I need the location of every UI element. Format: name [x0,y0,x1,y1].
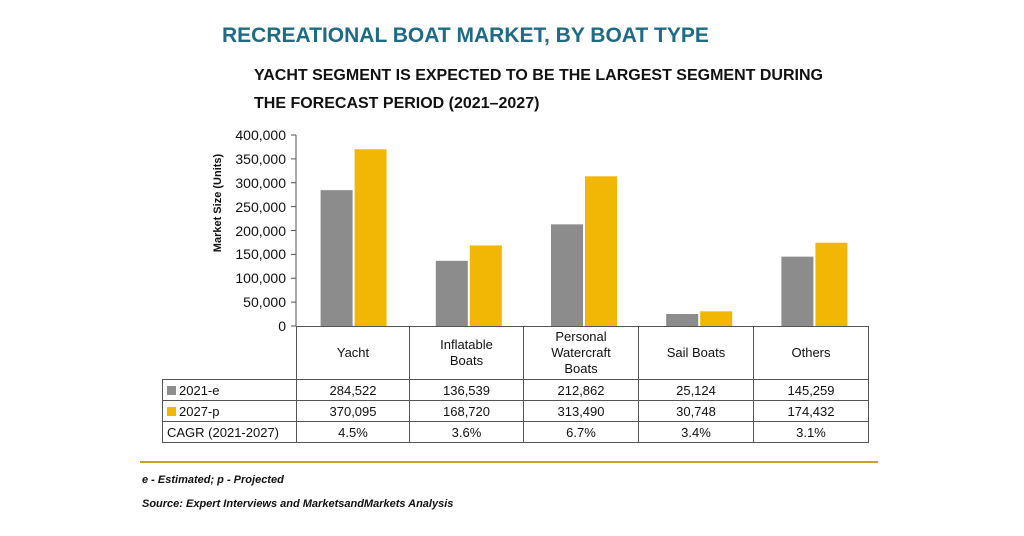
table-corner [162,326,297,380]
category-label: Others [753,326,869,380]
category-label: Inflatable Boats [409,326,524,380]
footnote: e - Estimated; p - Projected [142,474,284,486]
y-tick-label: 400,000 [235,127,286,143]
y-tick-label: 0 [278,318,286,334]
table-cell: 3.1% [753,421,869,443]
bar-2021-e-0 [320,190,353,326]
legend-swatch [167,385,176,395]
y-tick-label: 100,000 [235,270,286,287]
table-cell: 3.4% [638,421,754,443]
table-cell: 284,522 [296,379,410,401]
table-cell: 212,862 [523,379,639,401]
table-cell: 6.7% [523,421,639,443]
row-label-text: CAGR (2021-2027) [167,424,279,440]
category-label: Sail Boats [638,326,754,380]
y-tick-label: 200,000 [235,222,286,239]
table-cell: 30,748 [638,400,754,422]
table-cell: 174,432 [753,400,869,422]
legend-swatch [167,406,176,416]
table-cell: 136,539 [409,379,524,401]
table-row: CAGR (2021-2027) 4.5% 3.6% 6.7% 3.4% 3.1% [162,421,869,443]
y-tick-label: 300,000 [235,174,286,191]
y-tick-label: 50,000 [243,294,286,311]
category-label: Yacht [296,326,410,380]
row-label: 2021-e [162,379,297,401]
table-cell: 168,720 [409,400,524,422]
table-cell: 145,259 [753,379,869,401]
row-label: 2027-p [162,400,297,422]
bar-2027-p-2 [585,176,617,326]
bar-2021-e-4 [781,256,814,326]
table-header-row: Yacht Inflatable Boats Personal Watercraft… [162,326,869,380]
row-label: CAGR (2021-2027) [162,421,297,443]
bar-2027-p-1 [469,245,502,326]
bar-2027-p-0 [354,149,387,326]
table-cell: 3.6% [409,421,524,443]
bar-2021-e-3 [666,314,699,326]
chart-subtitle: YACHT SEGMENT IS EXPECTED TO BE THE LARG… [254,67,823,112]
y-tick-label: 150,000 [235,246,286,263]
y-tick-label: 250,000 [235,198,286,215]
row-label-text: 2021-e [179,382,220,398]
chart-title: RECREATIONAL BOAT MARKET, BY BOAT TYPE [222,24,709,47]
data-table: Yacht Inflatable Boats Personal Watercraft… [162,326,869,443]
table-cell: 370,095 [296,400,410,422]
bar-2021-e-2 [551,224,583,326]
table-row: 2027-p 370,095 168,720 313,490 30,748 174,432 [162,400,869,422]
table-cell: 313,490 [523,400,639,422]
table-row: 2021-e 284,522 136,539 212,862 25,124 145,259 [162,379,869,401]
bar-2021-e-1 [435,260,468,326]
bar-2027-p-3 [700,311,733,326]
table-cell: 4.5% [296,421,410,443]
bar-2027-p-4 [815,242,848,326]
row-label-text: 2027-p [179,403,220,419]
table-cell: 25,124 [638,379,754,401]
category-label: Personal Watercraft Boats [523,326,639,380]
y-tick-label: 350,000 [235,150,286,167]
footer-divider [140,461,878,463]
source-note: Source: Expert Interviews and Marketsand… [142,498,454,510]
